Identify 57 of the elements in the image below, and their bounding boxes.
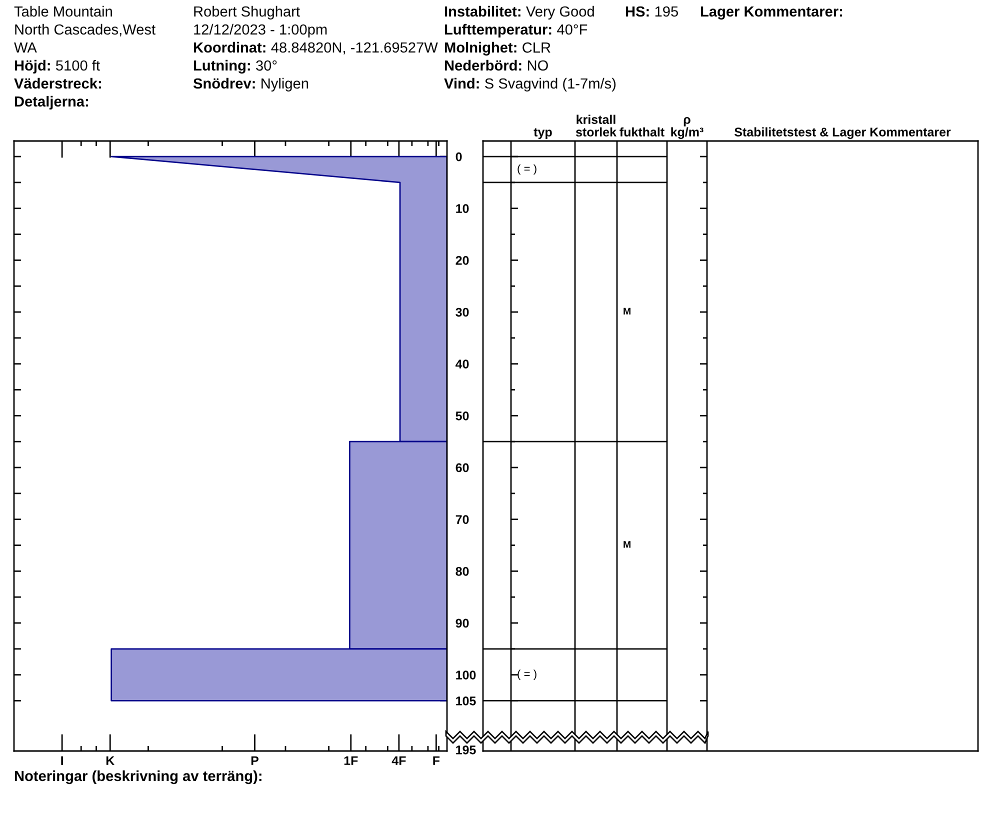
text: NO <box>528 60 548 71</box>
y-tick-label: 20 <box>456 256 469 265</box>
y-tick-label: 105 <box>456 696 476 706</box>
text: S Svagvind (1-7m/s) <box>485 78 616 92</box>
y-tick-label: 0 <box>456 152 462 162</box>
text: Väderstreck: <box>14 78 101 89</box>
text: Instabilitet: <box>444 6 520 17</box>
text: M <box>624 541 630 548</box>
text: 30° <box>256 60 277 71</box>
y-tick-label: 90 <box>456 618 469 628</box>
y-tick-label: 100 <box>456 670 476 680</box>
y-tick-label: 60 <box>456 463 469 472</box>
text: Höjd: <box>14 60 50 74</box>
text: K <box>106 756 115 765</box>
text: Lufttemperatur: <box>444 24 552 38</box>
text: F <box>433 756 440 765</box>
text: Molnighet: <box>444 42 516 56</box>
text: Nyligen <box>262 78 308 92</box>
text: ( = ) <box>518 670 536 680</box>
y-tick-label: 80 <box>456 566 469 576</box>
text: I <box>61 756 63 765</box>
text: Noteringar (beskrivning av terräng): <box>14 770 262 784</box>
text: WA <box>14 42 37 52</box>
text: CLR <box>522 42 550 53</box>
text: ( = ) <box>518 164 536 175</box>
category-label: fukthalt <box>620 127 664 137</box>
text: Nederbörd: <box>444 60 522 71</box>
category-label: kristall storlek <box>576 114 617 137</box>
text: 1F <box>344 756 358 765</box>
y-tick-label: 10 <box>456 204 469 214</box>
text: Robert Shughart <box>194 6 300 20</box>
text: 5100 ft <box>56 60 100 71</box>
category-label: ρ kg/m³ <box>671 117 704 139</box>
text: HS: <box>626 6 649 17</box>
text: 12/12/2023 - 1:00pm <box>194 24 327 38</box>
y-tick-label: 40 <box>456 360 469 369</box>
text: 48.84820N, -121.69527W <box>271 42 438 54</box>
text: 195 <box>456 746 476 754</box>
text: 40°F <box>557 24 588 35</box>
text: North Cascades,West <box>15 24 156 36</box>
text: Snödrev: <box>193 78 255 89</box>
text: Table Mountain <box>14 6 112 17</box>
text: Very Good <box>526 6 594 20</box>
text: Lager Kommentarer: <box>700 6 842 20</box>
y-tick-label: 30 <box>456 308 469 317</box>
text: Koordinat: <box>194 42 266 53</box>
text: Lutning: <box>194 60 250 74</box>
category-label: typ <box>534 128 552 139</box>
y-tick-label: 50 <box>456 411 469 420</box>
category-label: Stabilitetstest & Lager Kommentarer <box>734 127 951 139</box>
y-tick-label: 70 <box>456 515 469 524</box>
text: M <box>624 308 630 315</box>
text: 195 <box>655 6 678 17</box>
text: Vind: <box>444 78 479 89</box>
text: 4F <box>392 756 406 765</box>
text: Detaljerna: <box>14 96 88 110</box>
text: P <box>251 756 258 765</box>
